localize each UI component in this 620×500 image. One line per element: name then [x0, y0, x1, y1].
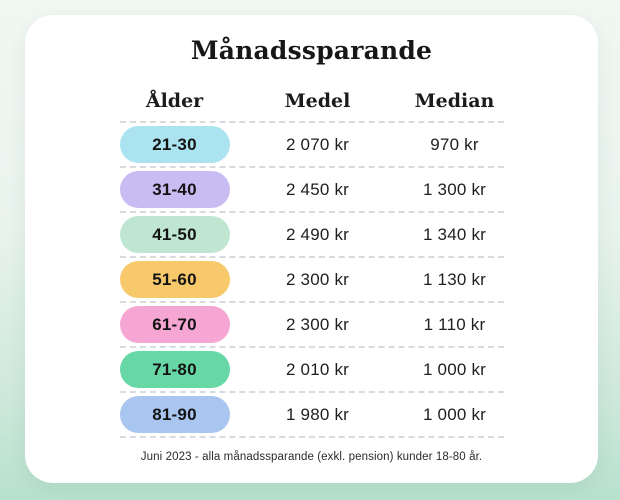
median-value: 1 300 kr — [422, 179, 487, 199]
table-row: 21-30 2 070 kr 970 kr — [119, 123, 504, 168]
age-pill: 31-40 — [119, 171, 230, 208]
mean-value: 2 450 kr — [285, 179, 350, 199]
age-pill: 41-50 — [119, 216, 230, 253]
median-value: 1 000 kr — [422, 404, 487, 424]
column-header-median: Median — [414, 90, 495, 112]
table-header-row: Ålder Medel Median — [119, 81, 504, 123]
median-value: 970 kr — [430, 134, 479, 154]
age-pill: 21-30 — [119, 126, 230, 163]
age-cell: 21-30 — [119, 126, 230, 163]
age-cell: 61-70 — [119, 306, 230, 343]
table-row: 61-70 2 300 kr 1 110 kr — [119, 303, 504, 348]
footnote: Juni 2023 - alla månadssparande (exkl. p… — [140, 451, 483, 463]
mean-value: 2 070 kr — [285, 134, 350, 154]
mean-value: 2 300 kr — [285, 269, 350, 289]
table-body: 21-30 2 070 kr 970 kr 31-40 2 450 kr 1 300 kr… — [119, 123, 504, 438]
table-row: 71-80 2 010 kr 1 000 kr — [119, 348, 504, 393]
table-row: 81-90 1 980 kr 1 000 kr — [119, 393, 504, 438]
age-cell: 41-50 — [119, 216, 230, 253]
age-cell: 81-90 — [119, 396, 230, 433]
age-pill: 61-70 — [119, 306, 230, 343]
column-header-age: Ålder — [145, 90, 204, 112]
column-header-mean: Medel — [284, 90, 351, 112]
median-value: 1 000 kr — [422, 359, 487, 379]
age-cell: 31-40 — [119, 171, 230, 208]
table-row: 41-50 2 490 kr 1 340 kr — [119, 213, 504, 258]
age-cell: 71-80 — [119, 351, 230, 388]
age-cell: 51-60 — [119, 261, 230, 298]
age-pill: 51-60 — [119, 261, 230, 298]
age-pill: 81-90 — [119, 396, 230, 433]
median-value: 1 130 kr — [422, 269, 487, 289]
savings-table: Ålder Medel Median 21-30 2 070 kr 970 kr 31… — [119, 81, 504, 438]
table-row: 51-60 2 300 kr 1 130 kr — [119, 258, 504, 303]
infographic-card: Månadssparande Ålder Medel Median 21-30 2… — [25, 15, 598, 483]
mean-value: 2 010 kr — [285, 359, 350, 379]
table-row: 31-40 2 450 kr 1 300 kr — [119, 168, 504, 213]
page-title: Månadssparande — [190, 36, 433, 65]
mean-value: 1 980 kr — [285, 404, 350, 424]
median-value: 1 340 kr — [422, 224, 487, 244]
age-pill: 71-80 — [119, 351, 230, 388]
mean-value: 2 300 kr — [285, 314, 350, 334]
median-value: 1 110 kr — [423, 314, 486, 334]
mean-value: 2 490 kr — [285, 224, 350, 244]
